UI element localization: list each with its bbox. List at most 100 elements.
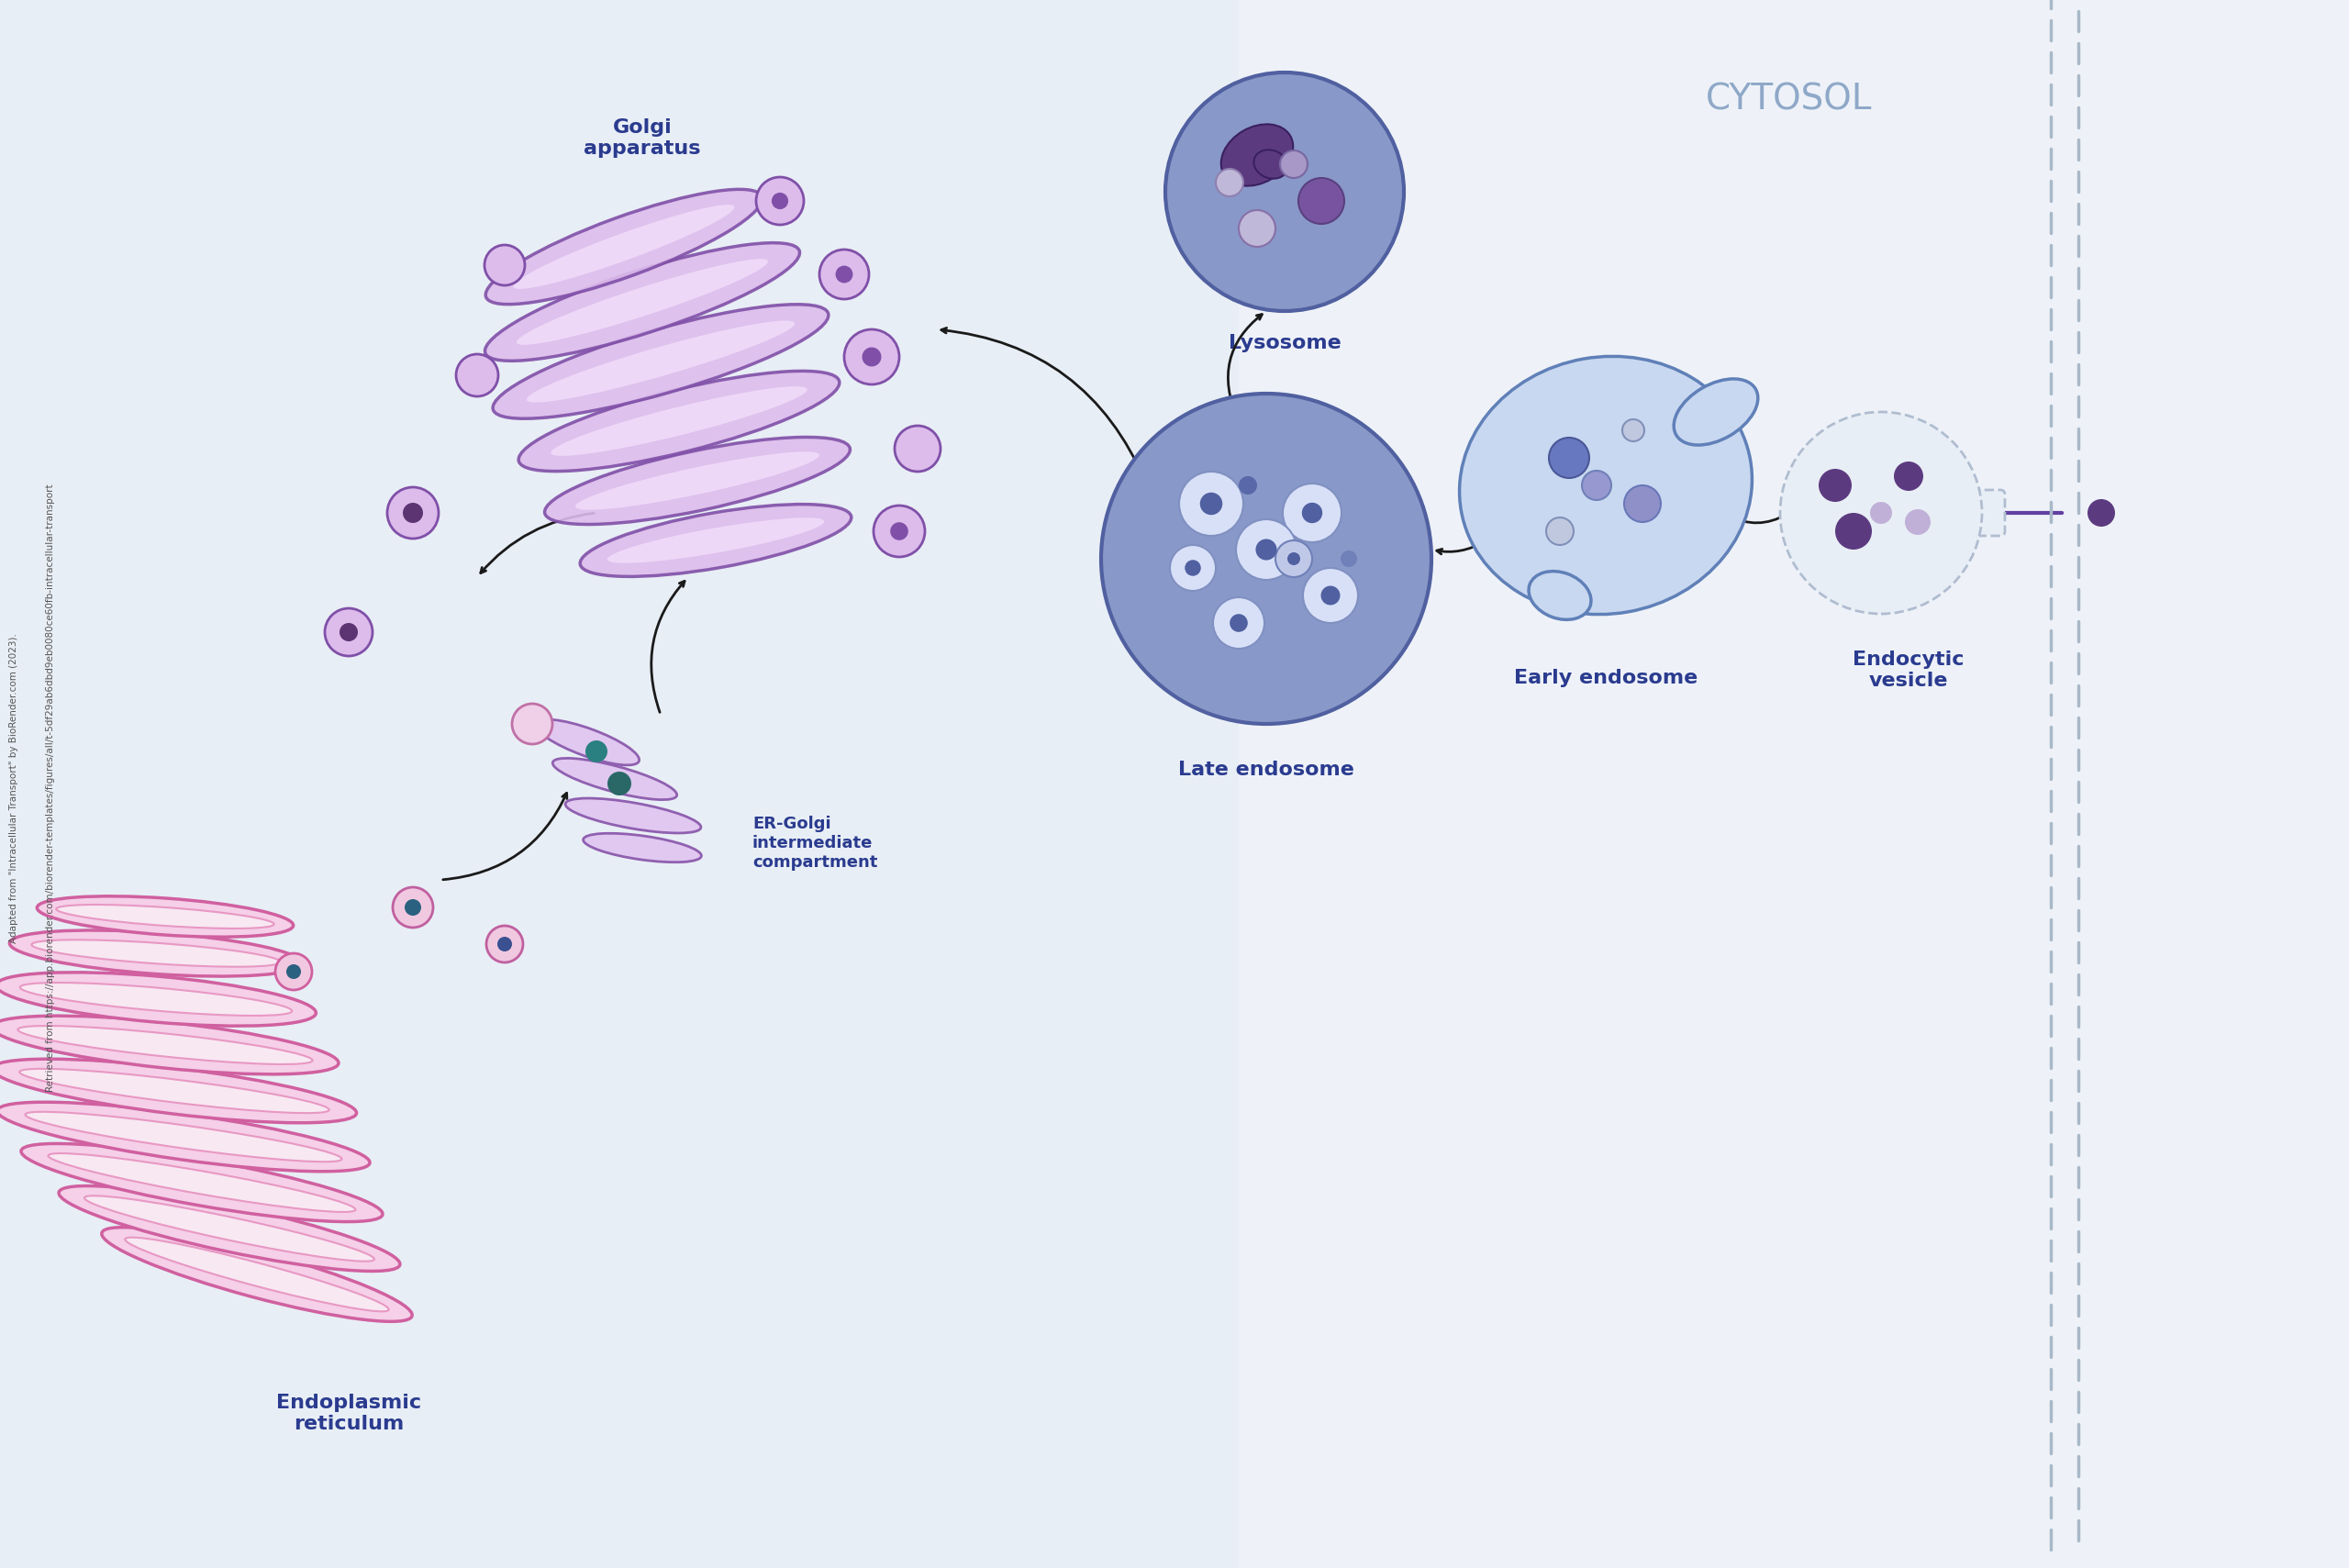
Circle shape [895,426,940,472]
Circle shape [874,505,926,557]
Circle shape [324,608,373,655]
Circle shape [1102,394,1431,724]
Ellipse shape [49,1154,355,1212]
Text: ER-Golgi
intermediate
compartment: ER-Golgi intermediate compartment [752,815,879,870]
Circle shape [512,704,552,745]
Ellipse shape [19,1069,329,1113]
Ellipse shape [514,205,735,289]
Ellipse shape [545,437,850,524]
Ellipse shape [0,1102,369,1171]
Ellipse shape [608,517,824,563]
Circle shape [585,740,608,762]
Ellipse shape [19,1025,312,1065]
Ellipse shape [31,939,280,967]
Ellipse shape [484,243,799,361]
Circle shape [1818,469,1851,502]
Circle shape [388,488,439,538]
Circle shape [1238,477,1257,494]
Circle shape [2088,499,2114,527]
Circle shape [1548,437,1590,478]
Circle shape [1870,502,1891,524]
FancyBboxPatch shape [1959,489,2006,536]
Ellipse shape [550,386,808,456]
Circle shape [770,193,789,209]
Circle shape [1257,539,1278,560]
Circle shape [1301,503,1322,524]
Ellipse shape [583,833,702,862]
Circle shape [1581,470,1611,500]
Circle shape [1623,419,1644,441]
Circle shape [484,245,524,285]
Ellipse shape [526,320,794,403]
Ellipse shape [536,720,639,765]
Ellipse shape [26,1112,343,1162]
Ellipse shape [580,505,850,577]
Ellipse shape [493,304,829,419]
Text: Late endosome: Late endosome [1179,760,1355,779]
Text: Early endosome: Early endosome [1513,670,1698,687]
Circle shape [843,329,900,384]
Ellipse shape [1254,151,1287,179]
Circle shape [456,354,498,397]
Circle shape [1287,552,1301,564]
Ellipse shape [1221,124,1292,187]
Ellipse shape [21,983,291,1016]
Circle shape [402,503,423,524]
Circle shape [275,953,312,989]
Circle shape [1170,546,1217,591]
FancyBboxPatch shape [1238,0,2349,1568]
Ellipse shape [519,372,839,472]
Circle shape [1781,412,1983,613]
Circle shape [1546,517,1574,546]
Ellipse shape [576,452,820,510]
Ellipse shape [56,905,275,928]
Ellipse shape [552,759,677,800]
Circle shape [1200,492,1221,514]
Circle shape [1179,472,1243,536]
Circle shape [608,771,632,795]
Circle shape [1165,72,1405,310]
Circle shape [1184,560,1200,575]
Circle shape [862,347,881,367]
Ellipse shape [0,1058,357,1123]
Circle shape [1299,179,1344,224]
Circle shape [1283,483,1341,543]
Circle shape [1893,461,1924,491]
Ellipse shape [101,1228,411,1322]
Circle shape [1835,513,1872,549]
Text: Lysosome: Lysosome [1229,334,1341,353]
Circle shape [341,622,357,641]
Circle shape [1236,519,1297,580]
Text: Endoplasmic
reticulum: Endoplasmic reticulum [277,1394,420,1433]
Circle shape [404,898,420,916]
Circle shape [1231,615,1247,632]
Ellipse shape [486,190,763,304]
Circle shape [1217,169,1243,196]
Ellipse shape [124,1237,390,1311]
Text: CYTOSOL: CYTOSOL [1705,82,1872,116]
Circle shape [1280,151,1308,179]
Ellipse shape [38,897,294,938]
Circle shape [1905,510,1931,535]
Ellipse shape [59,1185,399,1272]
Ellipse shape [0,972,317,1025]
Ellipse shape [1529,571,1590,619]
Circle shape [1304,568,1358,622]
Circle shape [890,522,909,541]
Circle shape [1238,210,1276,246]
Text: Golgi
apparatus: Golgi apparatus [585,118,700,158]
Ellipse shape [566,798,700,833]
Circle shape [287,964,301,978]
Circle shape [1341,550,1358,568]
Circle shape [820,249,869,299]
Ellipse shape [1459,356,1752,615]
Ellipse shape [1675,379,1757,445]
Text: Adapted from "Intracellular Transport" by BioRender.com (2023).: Adapted from "Intracellular Transport" b… [9,633,19,942]
Circle shape [486,925,524,963]
Circle shape [1276,541,1313,577]
Text: Retrieved from https://app.biorender.com/biorender-templates/figures/all/t-5df29: Retrieved from https://app.biorender.com… [47,485,54,1091]
Ellipse shape [9,930,303,977]
Circle shape [1212,597,1264,649]
Circle shape [836,265,853,282]
Circle shape [1623,486,1661,522]
